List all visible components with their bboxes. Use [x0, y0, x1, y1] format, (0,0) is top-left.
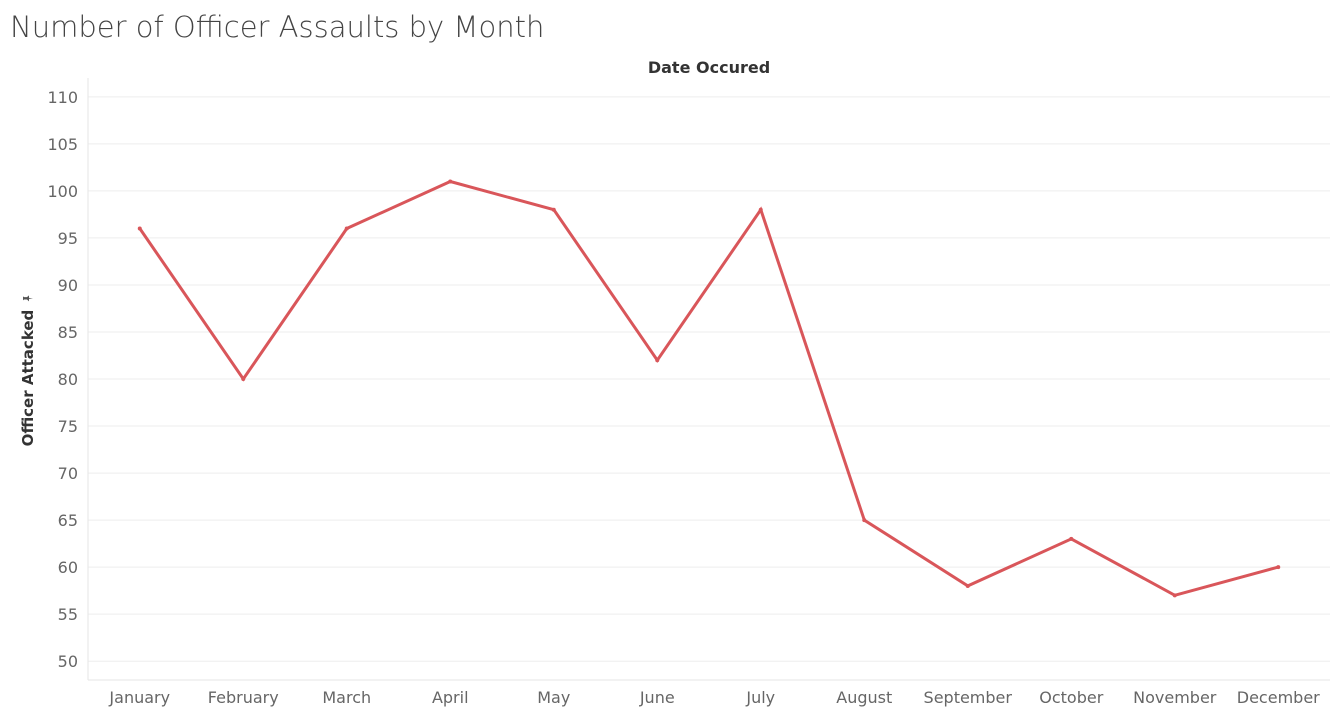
data-point[interactable]: [448, 179, 453, 184]
x-tick-label: August: [836, 688, 892, 707]
y-tick-label: 85: [58, 323, 78, 342]
y-tick-label: 105: [47, 135, 78, 154]
y-tick-label: 110: [47, 88, 78, 107]
y-tick-label: 95: [58, 229, 78, 248]
y-tick-label: 90: [58, 276, 78, 295]
data-point[interactable]: [965, 583, 970, 588]
x-tick-label: September: [924, 688, 1013, 707]
y-tick-label: 50: [58, 652, 78, 671]
y-axis-title: Officer Attacked: [19, 294, 37, 446]
y-tick-label: 75: [58, 417, 78, 436]
x-tick-labels: January February March April May June July Augu…: [108, 688, 1320, 707]
series-line-group: [137, 179, 1281, 598]
y-tick-label: 70: [58, 464, 78, 483]
x-tick-label: February: [208, 688, 279, 707]
data-point[interactable]: [241, 377, 246, 381]
x-tick-label: January: [108, 688, 170, 707]
x-tick-label: December: [1237, 688, 1320, 707]
y-tick-label: 65: [58, 511, 78, 530]
data-point[interactable]: [758, 207, 763, 212]
x-tick-label: October: [1039, 688, 1103, 707]
x-tick-label: March: [322, 688, 371, 707]
data-point[interactable]: [344, 226, 349, 231]
data-point[interactable]: [1069, 536, 1074, 541]
x-tick-label: June: [639, 688, 675, 707]
x-tick-label: April: [432, 688, 469, 707]
x-tick-label: July: [745, 688, 775, 707]
x-tick-label: November: [1133, 688, 1217, 707]
data-point[interactable]: [137, 226, 142, 231]
data-point[interactable]: [655, 358, 660, 363]
y-tick-label: 80: [58, 370, 78, 389]
data-point[interactable]: [1276, 565, 1281, 570]
y-tick-label: 100: [47, 182, 78, 201]
axes: [87, 78, 1330, 681]
y-tick-label: 55: [58, 605, 78, 624]
x-tick-label: May: [537, 688, 570, 707]
pin-icon[interactable]: [23, 294, 33, 304]
data-point[interactable]: [1172, 593, 1177, 598]
chart-title: Number of Officer Assaults by Month: [10, 10, 545, 44]
y-tick-labels: 50 55 60 65 70 75 80 85 90 95 100 105 110: [47, 88, 78, 671]
x-axis-header: Date Occured: [647, 58, 771, 77]
y-tick-label: 60: [58, 558, 78, 577]
grid-lines: [88, 96, 1330, 662]
data-point[interactable]: [862, 518, 867, 523]
data-point[interactable]: [551, 207, 556, 212]
series-line[interactable]: [138, 179, 1280, 597]
